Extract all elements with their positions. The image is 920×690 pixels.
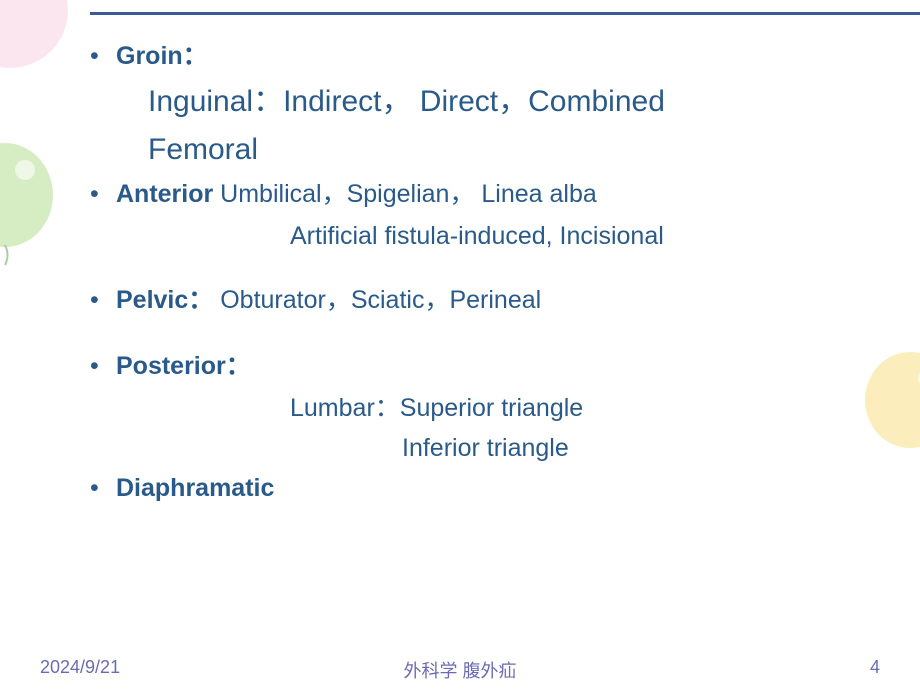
slide-footer: 2024/9/21 外科学 腹外疝 4 [40,657,880,678]
groin-label: Groin： [116,42,208,70]
posterior-lumbar: Lumbar：Superior triangle [90,388,890,428]
anterior-line2: Artificial fistula-induced, Incisional [90,216,890,256]
anterior-line1: Umbilical，Spigelian， Linea alba [213,180,597,208]
posterior-inferior: Inferior triangle [90,428,890,468]
pelvic-rest: Obturator，Sciatic，Perineal [213,286,541,314]
footer-page-number: 4 [870,657,880,678]
decoration-balloon-pink [0,0,80,90]
anterior-label: Anterior [116,180,213,208]
groin-inguinal: Inguinal：Indirect， Direct，Combined [90,78,890,126]
slide-content: •Groin： Inguinal：Indirect， Direct，Combin… [90,36,890,510]
posterior-label: Posterior： [116,352,251,380]
footer-date: 2024/9/21 [40,657,120,678]
diaphramatic-label: Diaphramatic [116,474,274,502]
bullet-groin: •Groin： [90,36,890,76]
bullet-pelvic: •Pelvic： Obturator，Sciatic，Perineal [90,280,890,320]
decoration-balloon-green [0,140,65,270]
pelvic-label: Pelvic： [116,286,213,314]
bullet-posterior: •Posterior： [90,346,890,386]
groin-femoral: Femoral [90,126,890,174]
footer-title: 外科学 腹外疝 [403,657,516,683]
bullet-diaphramatic: •Diaphramatic [90,468,890,508]
top-border-line [90,12,920,15]
bullet-anterior: •Anterior Umbilical，Spigelian， Linea alb… [90,174,890,214]
